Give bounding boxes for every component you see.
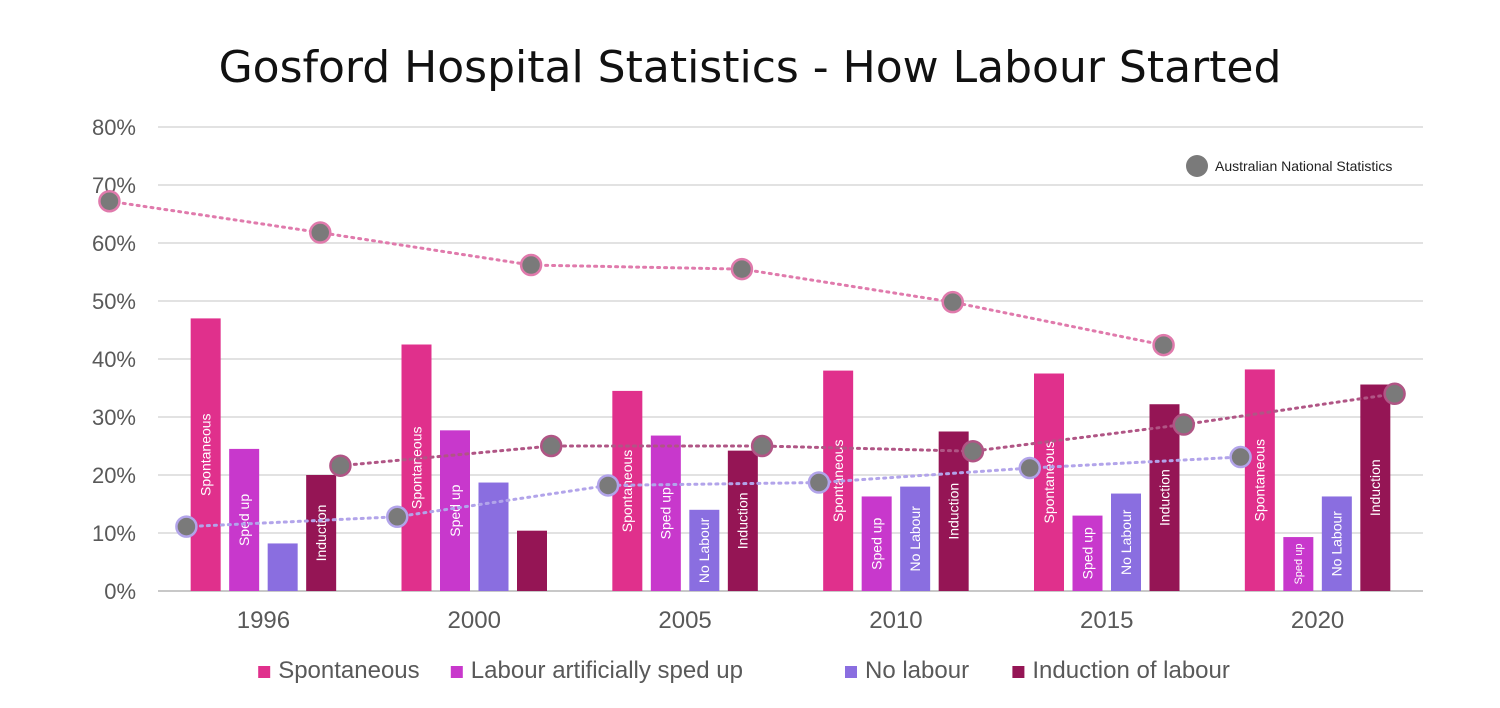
x-tick-label: 1996 (237, 607, 290, 634)
bar (1283, 537, 1314, 591)
y-tick-label: 60% (92, 231, 136, 256)
bar (190, 318, 221, 591)
bar-label: No Labour (696, 517, 712, 583)
national-marker (329, 454, 352, 477)
bar (1034, 373, 1064, 591)
bar (938, 431, 969, 591)
legend-swatch (258, 666, 271, 678)
chart-title: Gosford Hospital Statistics - How Labour… (218, 42, 1282, 93)
trend-line (107, 199, 1166, 347)
bar-label: Induction (946, 483, 962, 540)
bar-label: Induction (313, 505, 329, 562)
bar-label: Sped up (447, 484, 463, 536)
trend-line (338, 392, 1397, 468)
national-legend-marker (1186, 155, 1208, 177)
y-tick-label: 20% (92, 463, 136, 488)
national-marker (519, 253, 543, 277)
national-marker (807, 471, 831, 494)
national-marker (961, 439, 985, 463)
y-tick-label: 0% (104, 579, 136, 604)
legend-label: Labour artificially sped up (471, 657, 743, 684)
national-marker (596, 474, 620, 497)
bar-label: Sped up (869, 517, 885, 569)
national-marker (730, 257, 754, 281)
national-marker (1229, 445, 1252, 469)
bar (401, 344, 432, 591)
bar (900, 486, 931, 591)
bar (1360, 384, 1391, 591)
bar (861, 496, 892, 591)
bar-label: Sped up (1079, 527, 1095, 579)
y-tick-label: 30% (92, 405, 136, 430)
bar (727, 450, 758, 591)
bar-label: No Labour (907, 506, 923, 572)
x-tick-label: 2020 (1291, 607, 1344, 634)
legend-label: Spontaneous (278, 657, 419, 684)
bar (229, 448, 260, 591)
bar (650, 435, 681, 591)
x-tick-label: 2000 (448, 607, 501, 634)
bar (689, 509, 720, 591)
national-marker (309, 221, 332, 244)
bar-label: No Labour (1118, 509, 1134, 575)
legend-label: Induction of labour (1032, 657, 1229, 684)
bar-label: Spontaneous (619, 450, 635, 533)
y-tick-label: 10% (92, 521, 136, 546)
bar (267, 543, 298, 591)
x-tick-label: 2010 (869, 607, 922, 634)
bar-label: Spontaneous (408, 426, 424, 509)
bar-label: Spontaneous (198, 413, 214, 496)
legend-label: No labour (865, 657, 969, 684)
bar (1072, 515, 1103, 591)
national-marker (175, 515, 198, 538)
y-tick-label: 80% (92, 115, 136, 140)
bar-label: No Labour (1329, 511, 1345, 577)
bar (478, 482, 509, 591)
national-marker (750, 434, 774, 458)
y-tick-label: 40% (92, 347, 136, 372)
bar-label: Spontaneous (1252, 439, 1268, 522)
national-marker (941, 290, 964, 314)
bar-label: Induction (735, 492, 751, 549)
bar (517, 530, 547, 591)
y-tick-label: 50% (92, 289, 136, 314)
x-tick-label: 2015 (1080, 607, 1133, 634)
x-tick-label: 2005 (658, 607, 711, 634)
bar-label: Sped up (1293, 544, 1305, 585)
legend-swatch (845, 666, 857, 678)
national-marker (98, 189, 121, 213)
bar (1111, 493, 1141, 591)
trend-line (184, 455, 1243, 529)
legend-swatch (1012, 666, 1025, 678)
national-marker (1172, 413, 1195, 436)
national-marker (386, 505, 409, 529)
bar (1149, 404, 1180, 591)
bar-label: Induction (1367, 459, 1383, 516)
bar (306, 475, 337, 591)
bar-label: Sped up (658, 487, 674, 539)
national-marker (540, 434, 563, 458)
bar-label: Spontaneous (1041, 441, 1057, 524)
bar (1321, 496, 1352, 591)
bar (1244, 369, 1275, 591)
national-marker (1018, 456, 1041, 480)
national-legend-label: Australian National Statistics (1215, 158, 1392, 174)
national-marker (1383, 382, 1406, 406)
legend-swatch (450, 666, 463, 678)
national-marker (1152, 333, 1175, 357)
bar-label: Induction (1156, 469, 1172, 526)
bar-label: Sped up (236, 494, 252, 546)
